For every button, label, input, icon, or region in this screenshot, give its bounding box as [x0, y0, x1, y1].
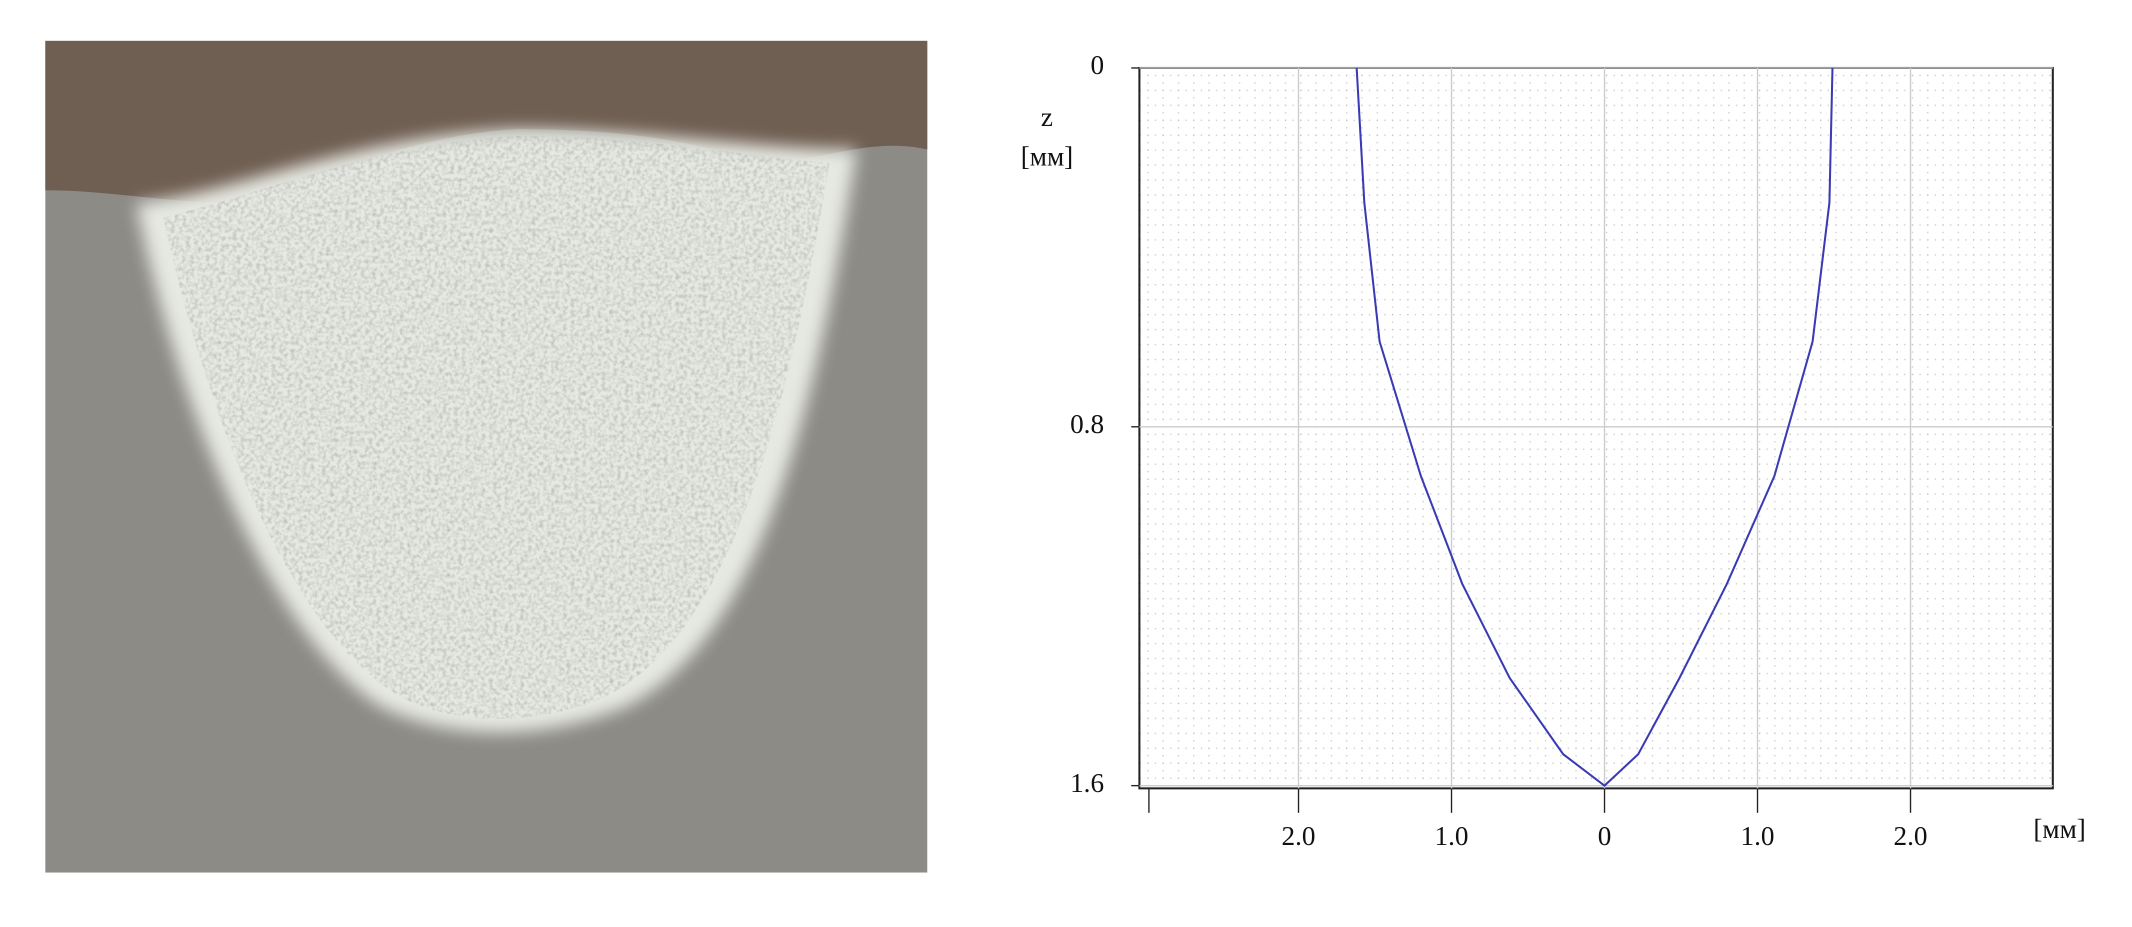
x-tick-label: 1.0: [1741, 821, 1775, 851]
y-unit: [мм]: [1021, 141, 1073, 171]
y-tick-label: 1.6: [1070, 768, 1104, 798]
x-tick-label: 1.0: [1435, 821, 1469, 851]
y-tick-label: 0: [1090, 50, 1104, 80]
y-tick-label: 0.8: [1070, 409, 1104, 439]
y-label: z: [1041, 102, 1053, 132]
x-unit: [мм]: [2033, 814, 2086, 844]
profile-line: [1355, 67, 1834, 787]
x-tick-label: 2.0: [1282, 821, 1316, 851]
plot-area: [1138, 66, 2054, 790]
x-tick-label: 0: [1598, 821, 1612, 851]
weld-photo: [45, 40, 928, 873]
x-tick-label: 2.0: [1894, 821, 1928, 851]
